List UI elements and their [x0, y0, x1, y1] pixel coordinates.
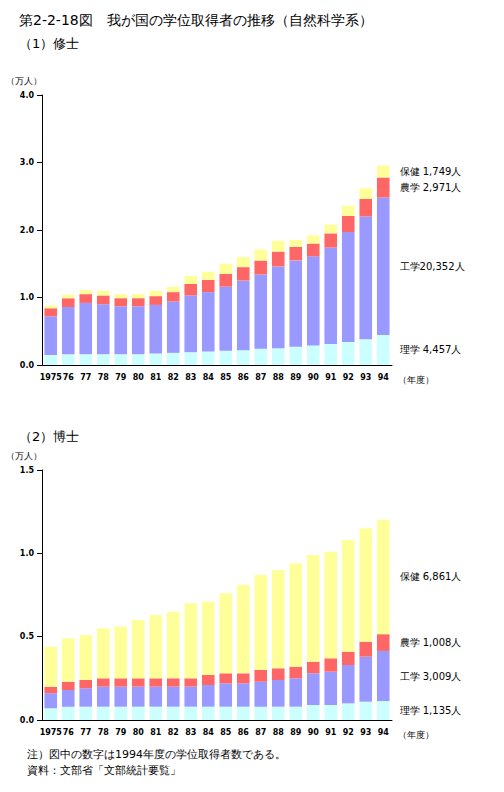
svg-text:86: 86 [238, 728, 250, 737]
svg-text:1975: 1975 [40, 373, 63, 382]
svg-text:88: 88 [273, 373, 285, 382]
svg-text:85: 85 [220, 373, 232, 382]
svg-text:92: 92 [343, 728, 354, 737]
svg-text:91: 91 [325, 728, 337, 737]
svg-text:（万人）: （万人） [6, 76, 42, 86]
svg-text:86: 86 [238, 373, 250, 382]
svg-text:3.0: 3.0 [20, 158, 35, 167]
svg-text:1975: 1975 [40, 728, 63, 737]
svg-text:0.5: 0.5 [20, 632, 35, 641]
svg-text:工学 3,009人: 工学 3,009人 [400, 671, 462, 682]
svg-text:90: 90 [308, 728, 320, 737]
svg-text:注）図中の数字は1994年度の学位取得者数である。: 注）図中の数字は1994年度の学位取得者数である。 [27, 748, 286, 761]
svg-text:76: 76 [63, 373, 75, 382]
svg-text:4.0: 4.0 [20, 91, 35, 100]
svg-text:第2-2-18図 我が国の学位取得者の推移（自然科学系）: 第2-2-18図 我が国の学位取得者の推移（自然科学系） [19, 12, 373, 28]
svg-text:87: 87 [255, 373, 266, 382]
svg-text:理学 4,457人: 理学 4,457人 [400, 344, 462, 355]
svg-text:76: 76 [63, 728, 75, 737]
svg-text:87: 87 [255, 728, 266, 737]
svg-text:78: 78 [98, 728, 110, 737]
svg-text:89: 89 [290, 373, 302, 382]
svg-text:80: 80 [133, 728, 145, 737]
svg-text:94: 94 [378, 728, 390, 737]
svg-text:88: 88 [273, 728, 285, 737]
svg-text:農学 2,971人: 農学 2,971人 [400, 182, 462, 193]
svg-text:1.0: 1.0 [20, 293, 35, 302]
svg-text:80: 80 [133, 373, 145, 382]
svg-text:93: 93 [360, 373, 371, 382]
svg-text:84: 84 [203, 373, 215, 382]
svg-text:資料：文部省「文部統計要覧」: 資料：文部省「文部統計要覧」 [27, 764, 181, 777]
svg-text:90: 90 [308, 373, 320, 382]
svg-text:81: 81 [150, 373, 162, 382]
svg-text:82: 82 [168, 728, 179, 737]
svg-text:79: 79 [115, 728, 127, 737]
svg-text:理学 1,135人: 理学 1,135人 [400, 705, 462, 716]
svg-text:（2）博士: （2）博士 [19, 429, 79, 444]
svg-text:83: 83 [185, 728, 196, 737]
svg-text:81: 81 [150, 728, 162, 737]
svg-text:（万人）: （万人） [6, 451, 42, 461]
svg-text:工学20,352人: 工学20,352人 [400, 261, 465, 272]
svg-text:1.0: 1.0 [20, 549, 35, 558]
svg-text:82: 82 [168, 373, 179, 382]
svg-text:83: 83 [185, 373, 196, 382]
svg-text:78: 78 [98, 373, 110, 382]
svg-text:77: 77 [80, 373, 91, 382]
svg-text:0.0: 0.0 [20, 716, 35, 725]
svg-text:1.5: 1.5 [20, 466, 35, 475]
svg-text:84: 84 [203, 728, 215, 737]
svg-text:保健 1,749人: 保健 1,749人 [400, 166, 462, 177]
svg-text:92: 92 [343, 373, 354, 382]
svg-text:93: 93 [360, 728, 371, 737]
svg-text:0.0: 0.0 [20, 361, 35, 370]
svg-text:2.0: 2.0 [20, 226, 35, 235]
svg-text:農学 1,008人: 農学 1,008人 [400, 637, 462, 648]
svg-text:89: 89 [290, 728, 302, 737]
svg-text:（1）修士: （1）修士 [19, 36, 79, 51]
svg-text:91: 91 [325, 373, 337, 382]
svg-text:保健 6,861人: 保健 6,861人 [400, 571, 462, 582]
svg-text:85: 85 [220, 728, 232, 737]
svg-text:（年度）: （年度） [398, 375, 434, 385]
svg-text:77: 77 [80, 728, 91, 737]
svg-text:（年度）: （年度） [398, 730, 434, 740]
svg-text:94: 94 [378, 373, 390, 382]
svg-text:79: 79 [115, 373, 127, 382]
